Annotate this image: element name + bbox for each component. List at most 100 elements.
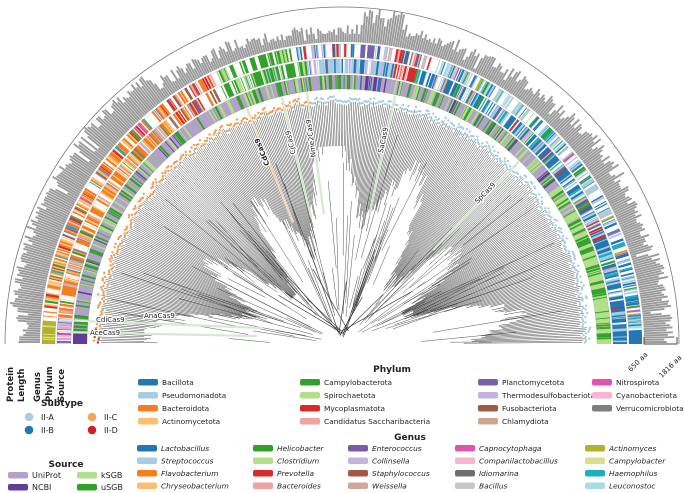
legend-swatch	[455, 445, 475, 452]
source-stripe	[503, 135, 514, 148]
genus-stripe	[570, 162, 582, 172]
tree-leaf-branch	[414, 124, 441, 182]
tree-leaf-branch	[99, 327, 145, 332]
tree-leaf-branch	[416, 256, 572, 316]
tree-leaf-branch	[134, 216, 213, 265]
phylum-stripe	[367, 60, 371, 75]
tree-branch	[336, 217, 340, 310]
length-bar	[185, 63, 197, 81]
subtype-tip-dot	[213, 138, 216, 141]
phylum-stripe	[78, 234, 92, 242]
subtype-tip-dot	[417, 110, 420, 113]
tree-leaf-branch	[498, 317, 583, 327]
length-bar	[392, 14, 400, 47]
tree-root-branch	[306, 298, 344, 334]
tree-leaf-branch	[409, 119, 435, 181]
tree-leaf-branch	[243, 121, 293, 232]
length-bar	[90, 125, 115, 148]
source-stripe	[97, 231, 111, 239]
source-stripe	[591, 290, 606, 295]
tree-leaf-branch	[474, 336, 583, 341]
phylum-stripe	[587, 222, 601, 230]
genus-stripe	[627, 309, 641, 313]
phylum-stripe	[115, 169, 128, 180]
subtype-tip-dot	[538, 193, 541, 196]
phylum-stripe	[582, 211, 596, 221]
subtype-tip-dot	[581, 286, 584, 289]
source-stripe	[365, 76, 369, 91]
source-stripe	[328, 75, 331, 90]
phylum-stripe	[271, 67, 276, 82]
length-bar	[117, 101, 138, 124]
legend-swatch	[300, 418, 320, 425]
phylum-stripe	[533, 142, 545, 154]
source-stripe	[86, 259, 100, 265]
source-stripe	[368, 76, 371, 91]
length-bar	[104, 108, 128, 133]
phylum-stripe	[598, 251, 613, 259]
length-bar	[643, 326, 673, 330]
genus-stripe	[470, 75, 478, 88]
tree-leaf-branch	[351, 101, 356, 174]
genus-stripe	[141, 119, 152, 131]
phylum-stripe	[577, 202, 590, 210]
subtype-tip-dot	[576, 280, 579, 283]
genus-stripe	[109, 152, 121, 163]
legend-item: Streptococcus	[137, 457, 214, 466]
length-bar	[255, 39, 262, 54]
length-bar	[174, 80, 182, 90]
cas9-tip-label: Nme2Cas9	[305, 119, 318, 158]
source-stripe	[498, 131, 508, 144]
tree-leaf-branch	[503, 301, 580, 316]
tree-leaf-branch	[416, 123, 432, 161]
subtype-tip-dot	[407, 104, 410, 108]
length-bar	[544, 109, 557, 122]
genus-stripe	[73, 208, 86, 216]
length-bar	[116, 96, 140, 122]
subtype-tip-dot	[382, 99, 385, 103]
length-bar	[308, 34, 312, 44]
subtype-tip-dot	[468, 130, 471, 133]
tree-leaf-branch	[455, 195, 532, 256]
genus-stripe	[222, 68, 229, 81]
source-stripe	[428, 91, 436, 105]
phylum-stripe	[261, 70, 267, 85]
length-bar	[470, 53, 481, 72]
legend-item: Bacillus	[455, 482, 508, 491]
tree-leaf-branch	[177, 169, 296, 296]
length-bar	[20, 286, 45, 293]
length-bar	[519, 88, 529, 101]
genus-stripe	[230, 65, 237, 78]
genus-stripe	[627, 314, 641, 317]
length-bar	[170, 69, 183, 89]
length-bar	[627, 239, 647, 248]
tree-leaf-branch	[274, 110, 316, 252]
length-bar	[227, 41, 237, 62]
length-bar	[411, 33, 418, 51]
length-bar	[583, 149, 603, 165]
tree-leaf-branch	[426, 259, 573, 314]
tree-leaf-branch	[353, 101, 360, 184]
length-bar	[185, 72, 193, 83]
genus-stripe	[529, 117, 540, 129]
source-stripe	[470, 111, 480, 125]
ring-label-length: Length	[17, 369, 27, 402]
subtype-tip-dot	[138, 205, 141, 208]
subtype-tip-dot	[575, 284, 579, 287]
genus-stripe	[448, 65, 455, 78]
genus-stripe	[603, 219, 616, 226]
length-bar	[240, 45, 247, 59]
phylum-stripe	[180, 108, 190, 121]
tree-leaf-branch	[120, 251, 238, 301]
length-bar	[154, 83, 167, 100]
phylum-stripe	[125, 157, 137, 168]
tree-leaf-branch	[436, 218, 549, 287]
source-stripe	[124, 184, 137, 195]
phylum-stripe	[162, 121, 173, 134]
subtype-tip-dot	[581, 323, 585, 326]
subtype-tip-dot	[506, 159, 509, 163]
subtype-tip-dot	[369, 97, 372, 101]
subtype-tip-dot	[98, 334, 102, 337]
tree-leaf-branch	[428, 178, 525, 265]
tree-leaf-branch	[277, 113, 311, 232]
